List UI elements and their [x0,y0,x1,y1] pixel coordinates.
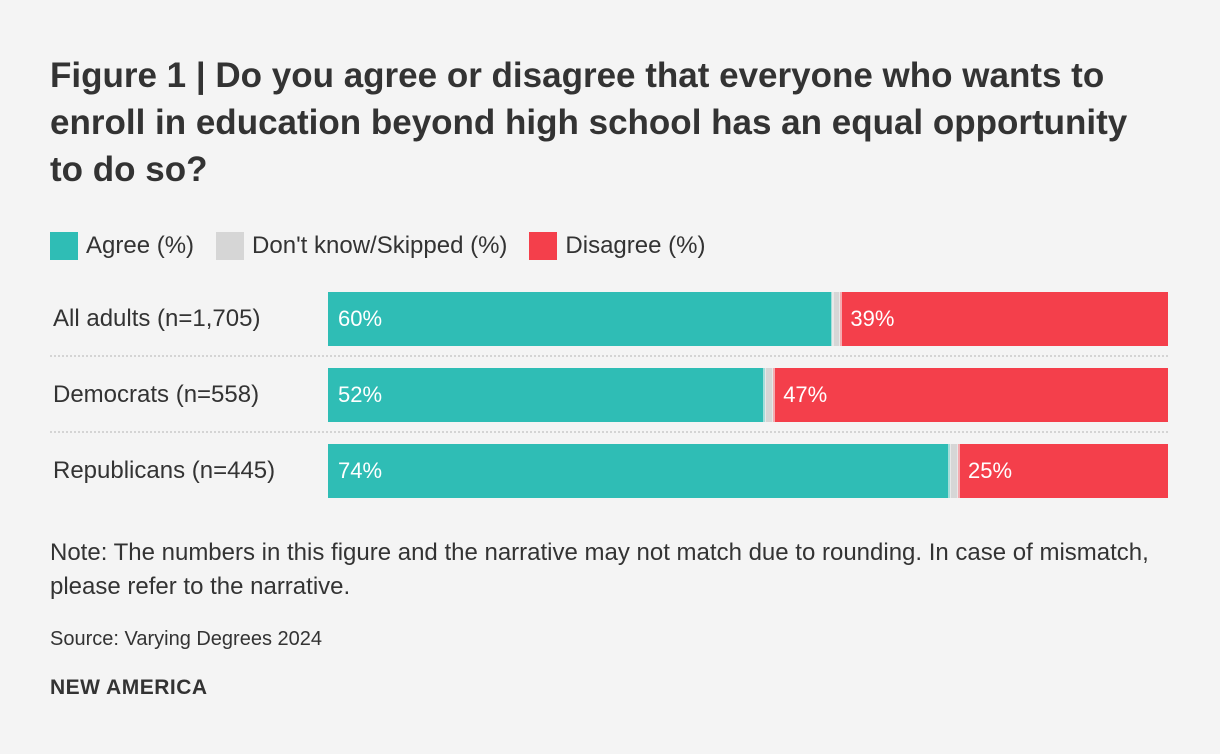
row-divider [50,355,1168,357]
note-text: Note: The numbers in this figure and the… [50,539,1149,600]
bar-segment-don-t-know-skipped [832,292,841,346]
legend-swatch-disagree [529,232,558,260]
data-label: 74% [338,458,383,483]
data-label: 47% [783,382,828,407]
category-label: All adults (n=1,705) [53,305,261,332]
bar-separator [830,292,834,346]
data-label: 52% [338,382,383,407]
data-label: 39% [850,306,895,331]
legend-swatch-agree [50,232,78,260]
category-label: Democrats (n=558) [53,381,260,408]
source-text: Source: Varying Degrees 2024 [50,628,323,650]
bar-segment-agree [328,292,832,346]
legend-item-disagree: Disagree (%) [529,232,705,260]
row-divider [50,431,1168,433]
legend-label-dont-know: Don't know/Skipped (%) [252,232,508,259]
legend-item-dont-know: Don't know/Skipped (%) [216,232,507,260]
data-label: 60% [338,306,383,331]
bar-separator [771,368,775,422]
bar-segment-don-t-know-skipped [949,444,958,498]
bar-segment-disagree [840,292,1168,346]
legend-label-disagree: Disagree (%) [565,232,706,259]
bar-separator [763,368,767,422]
bar-separator [956,444,960,498]
legend-swatch-dont-know [216,232,245,260]
bar-segment-disagree [958,444,1168,498]
bar-row: 52% 47% [328,368,1168,422]
bar-row: 74% 25% [328,444,1168,498]
chart-title: Figure 1 | Do you agree or disagree that… [50,56,1128,189]
legend-item-agree: Agree (%) [50,232,194,260]
bar-separator [838,292,842,346]
category-label: Republicans (n=445) [53,457,276,484]
data-label: 25% [968,458,1013,483]
bar-segment-disagree [773,368,1168,422]
legend-label-agree: Agree (%) [86,232,195,259]
bar-segment-agree [328,368,765,422]
bar-segment-agree [328,444,950,498]
legend: Agree (%) Don't know/Skipped (%) Disagre… [50,228,727,264]
brand-logo-text: NEW AMERICA [50,676,208,699]
bar-row: 60% 39% [328,292,1168,346]
bar-segment-don-t-know-skipped [764,368,774,422]
bar-separator [948,444,952,498]
